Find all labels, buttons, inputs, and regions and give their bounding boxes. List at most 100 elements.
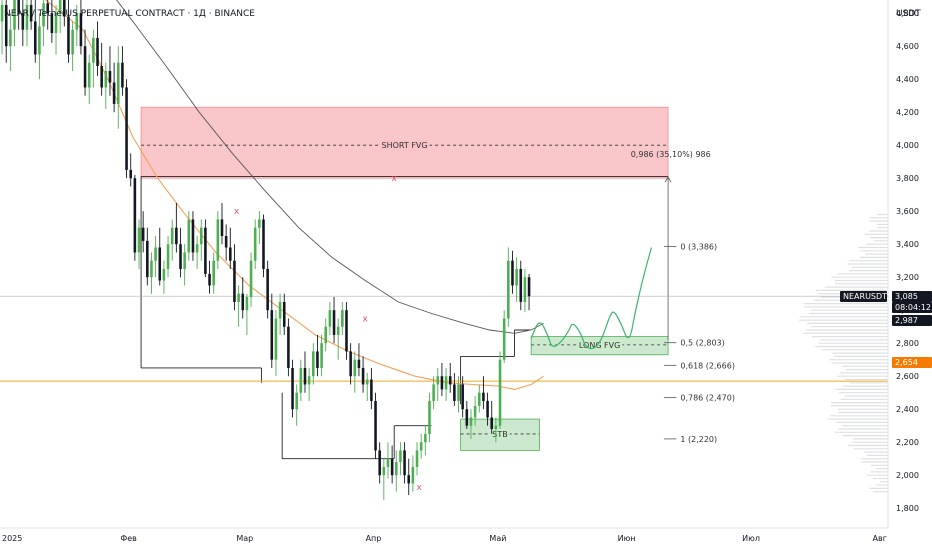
price-axis-tick-label: 4,600 (896, 42, 919, 51)
price-axis-tick-label: 1,800 (896, 504, 919, 513)
candle-body (175, 227, 178, 245)
time-axis-tick-label: 2025 (2, 534, 22, 543)
candle-body (179, 244, 182, 269)
candle-body (353, 359, 357, 377)
currency-label[interactable]: USDT (896, 9, 921, 19)
marker-x: x (392, 174, 398, 184)
low-price-tag-bg (892, 315, 932, 326)
slow-moving-average-line (116, 0, 544, 334)
candle-body (299, 367, 303, 393)
price-axis-tick-label: 3,600 (896, 207, 919, 216)
candle-body (4, 4, 8, 47)
candle-body (498, 359, 502, 426)
candle-body (208, 273, 211, 286)
fib-level-label: 0,786 (2,470) (680, 394, 735, 403)
candle-body (287, 326, 290, 368)
candle-body (162, 268, 166, 281)
candle-body (216, 219, 220, 261)
candle-body (440, 376, 444, 390)
candle-body (511, 260, 514, 286)
time-axis-tick-label: Мар (236, 534, 253, 543)
candle-body (9, 29, 12, 47)
candle-body (92, 37, 95, 63)
candle-body (0, 4, 4, 22)
candle-body (419, 442, 423, 451)
candle-body (527, 277, 531, 297)
zone-label: SHORT FVG (382, 141, 428, 150)
candle-body (461, 384, 464, 410)
candle-body (316, 351, 319, 368)
candle-body (382, 466, 386, 476)
symbol-tag: NEARUSDT.P (843, 292, 894, 301)
candle-body (241, 293, 245, 311)
fib-level-label: 0,5 (2,803) (680, 339, 724, 348)
candle-body (453, 384, 456, 401)
candle-body (187, 219, 191, 253)
candle-body (224, 235, 228, 248)
zone-label-bg (490, 428, 510, 440)
candle-body (29, 4, 33, 22)
fib-level-label: 0 (3,386) (680, 243, 717, 252)
countdown-tag: 08:04:12 (895, 303, 931, 312)
fibonacci-layer: 0 (3,386) 0,5 (2,803) 0,618 (2,666) 0,786 (… (663, 243, 735, 444)
price-axis-tick-label: 4,400 (896, 75, 919, 84)
price-axis-tick-label: 2,400 (896, 405, 919, 414)
candle-body (436, 376, 440, 385)
candle-body (25, 4, 29, 30)
measure-label: 0,986 (35,10%) 986 (631, 150, 711, 159)
candle-body (154, 247, 157, 261)
candle-body (50, 13, 54, 33)
candle-body (146, 240, 149, 278)
candle-body (17, 0, 20, 14)
candle-body (473, 405, 477, 418)
candle-body (307, 376, 311, 385)
candle-body (183, 252, 186, 269)
countdown-tag-bg (892, 302, 932, 313)
candle-body (46, 3, 50, 14)
candle-body (490, 417, 494, 429)
candle-body (415, 450, 419, 467)
candle-body (374, 400, 377, 451)
candle-body (507, 260, 510, 319)
candle-body (324, 326, 328, 344)
candle-body (21, 13, 25, 30)
candle-body (166, 244, 170, 269)
candle-body (170, 227, 174, 245)
candle-body (245, 297, 249, 311)
candle-body (116, 62, 120, 104)
price-axis-tick-label: 2,000 (896, 471, 919, 480)
candle-body (282, 301, 286, 327)
candle-body (229, 247, 232, 261)
candles-layer (0, 0, 531, 500)
zone-label: LONG FVG (579, 341, 620, 350)
time-axis[interactable]: 2025 Фев Мар Апр Май Июн Июл Авг (0, 527, 888, 543)
candle-body (212, 260, 215, 286)
volume-profile-layer (799, 213, 888, 493)
zone-label: STB (492, 430, 507, 439)
candle-body (158, 247, 162, 281)
candle-body (394, 462, 398, 476)
marker-x: x (416, 483, 422, 493)
candle-body (274, 318, 278, 360)
candle-body (266, 268, 269, 311)
fib-level-label: 0,618 (2,666) (680, 361, 735, 370)
candle-body (133, 178, 137, 253)
candle-body (204, 227, 207, 274)
candle-body (38, 26, 41, 55)
candle-body (349, 351, 352, 377)
candle-body (150, 260, 153, 278)
last-price-tag-bg (892, 291, 932, 302)
candle-body (262, 219, 265, 269)
price-axis-tick-label: 3,800 (896, 174, 919, 183)
time-axis-tick-label: Фев (120, 534, 137, 543)
candle-body (33, 21, 37, 55)
candle-body (357, 359, 361, 368)
candle-body (278, 301, 282, 319)
candle-body (249, 260, 253, 297)
candle-body (220, 219, 224, 236)
candle-body (42, 3, 45, 27)
candle-body (13, 0, 16, 30)
candle-body (494, 425, 498, 429)
candle-body (407, 475, 411, 484)
